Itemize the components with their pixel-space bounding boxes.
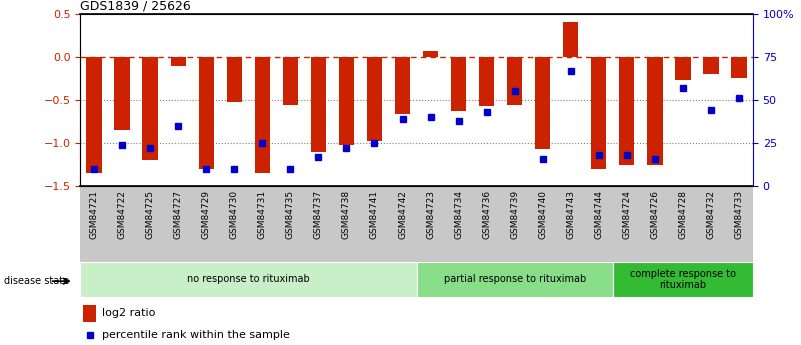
Text: GSM84725: GSM84725: [146, 190, 155, 239]
Text: GSM84736: GSM84736: [482, 190, 491, 239]
Bar: [563, 22, 578, 57]
Bar: [591, 57, 606, 169]
Text: complete response to
rituximab: complete response to rituximab: [630, 269, 736, 290]
Bar: [613, 262, 753, 297]
Bar: [451, 57, 466, 111]
Text: GSM84721: GSM84721: [90, 190, 99, 239]
Text: disease state: disease state: [4, 276, 69, 286]
Bar: [479, 57, 494, 106]
Bar: [199, 57, 214, 169]
Text: GSM84724: GSM84724: [622, 190, 631, 239]
Text: GSM84728: GSM84728: [678, 190, 687, 239]
Bar: [115, 57, 130, 130]
Text: GSM84729: GSM84729: [202, 190, 211, 239]
Text: percentile rank within the sample: percentile rank within the sample: [102, 330, 289, 340]
Text: GSM84737: GSM84737: [314, 190, 323, 239]
Text: no response to rituximab: no response to rituximab: [187, 275, 310, 284]
Text: GSM84732: GSM84732: [706, 190, 715, 239]
Text: GSM84727: GSM84727: [174, 190, 183, 239]
Text: GSM84738: GSM84738: [342, 190, 351, 239]
Bar: [367, 57, 382, 141]
Text: GSM84742: GSM84742: [398, 190, 407, 239]
Text: partial response to rituximab: partial response to rituximab: [444, 275, 586, 284]
Text: GSM84734: GSM84734: [454, 190, 463, 239]
Text: GSM84744: GSM84744: [594, 190, 603, 239]
Bar: [731, 57, 747, 79]
Bar: [83, 305, 95, 322]
Bar: [171, 57, 186, 66]
Bar: [311, 57, 326, 152]
Bar: [417, 262, 613, 297]
Bar: [283, 57, 298, 105]
Bar: [87, 57, 102, 173]
Text: GSM84733: GSM84733: [735, 190, 743, 239]
Bar: [647, 57, 662, 165]
Text: GDS1839 / 25626: GDS1839 / 25626: [80, 0, 191, 13]
Text: GSM84723: GSM84723: [426, 190, 435, 239]
Text: log2 ratio: log2 ratio: [102, 308, 155, 318]
Bar: [423, 51, 438, 57]
Text: GSM84743: GSM84743: [566, 190, 575, 239]
Bar: [395, 57, 410, 114]
Text: GSM84726: GSM84726: [650, 190, 659, 239]
Bar: [619, 57, 634, 165]
Text: GSM84740: GSM84740: [538, 190, 547, 239]
Text: GSM84739: GSM84739: [510, 190, 519, 239]
Bar: [339, 57, 354, 145]
Bar: [227, 57, 242, 102]
Bar: [535, 57, 550, 149]
Text: GSM84731: GSM84731: [258, 190, 267, 239]
Text: GSM84730: GSM84730: [230, 190, 239, 239]
Bar: [703, 57, 718, 74]
Bar: [80, 262, 417, 297]
Text: GSM84741: GSM84741: [370, 190, 379, 239]
Text: GSM84722: GSM84722: [118, 190, 127, 239]
Bar: [675, 57, 690, 80]
Text: GSM84735: GSM84735: [286, 190, 295, 239]
Bar: [143, 57, 158, 160]
Bar: [255, 57, 270, 173]
Bar: [507, 57, 522, 105]
